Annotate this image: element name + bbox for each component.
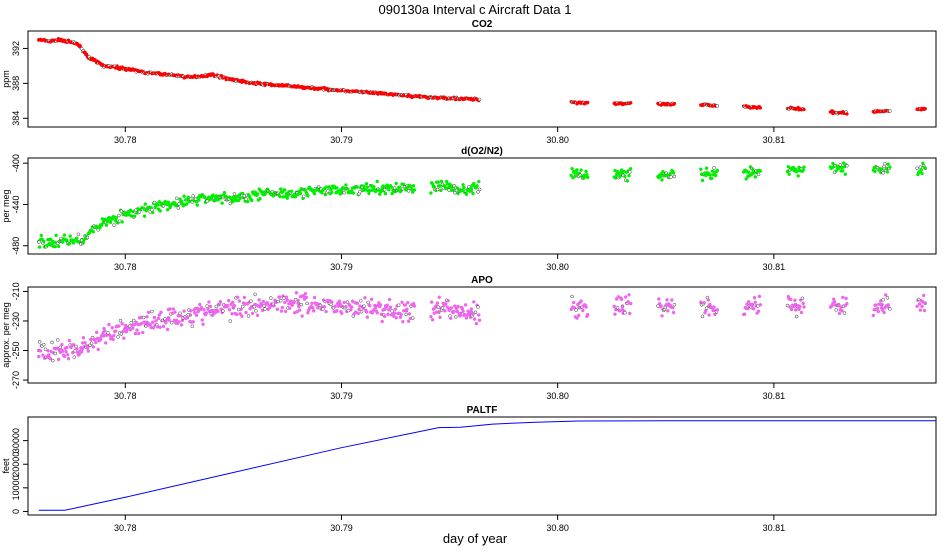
series-trace bbox=[37, 37, 926, 115]
x-tick-label: 30.78 bbox=[114, 262, 137, 272]
plot-frame bbox=[28, 417, 936, 515]
x-tick-label: 30.81 bbox=[763, 262, 786, 272]
panel-title: CO2 bbox=[472, 19, 493, 30]
x-tick-label: 30.78 bbox=[114, 135, 137, 145]
x-tick-label: 30.80 bbox=[546, 135, 569, 145]
x-tick-label: 30.78 bbox=[114, 523, 137, 533]
x-tick-label: 30.78 bbox=[114, 391, 137, 401]
x-tick-label: 30.81 bbox=[763, 523, 786, 533]
data-point bbox=[297, 302, 300, 305]
panel-3: APO approx. per meg 30.78 30.79 30.80 30.81 -2… bbox=[1, 275, 936, 401]
x-tick-label: 30.80 bbox=[546, 523, 569, 533]
panel-title: APO bbox=[471, 275, 493, 286]
series-trace bbox=[37, 162, 926, 249]
x-tick-label: 30.80 bbox=[546, 391, 569, 401]
y-tick-label: -230 bbox=[11, 312, 21, 330]
y-axis-label: approx. per meg bbox=[1, 302, 11, 368]
x-tick-label: 30.81 bbox=[763, 135, 786, 145]
x-axis-label: day of year bbox=[443, 531, 508, 546]
y-tick-label: -270 bbox=[11, 371, 21, 389]
series-trace bbox=[37, 291, 926, 362]
y-tick-label: 384 bbox=[11, 111, 21, 126]
panel-title: d(O2/N2) bbox=[461, 146, 503, 157]
panel-4: PALTF feet 30.78 30.79 30.80 30.81 0 1000020000… bbox=[1, 405, 936, 533]
y-axis-label: per meg bbox=[1, 189, 11, 222]
y-tick-label: -440 bbox=[11, 195, 21, 213]
chart-panels: CO2 ppm 30.78 30.79 30.80 30.81 384 388 392 d(O2/… bbox=[1, 19, 936, 533]
y-tick-label: -400 bbox=[11, 154, 21, 172]
y-tick-label: 0 bbox=[11, 509, 21, 514]
panel-title: PALTF bbox=[467, 405, 498, 416]
y-tick-label: 10000 bbox=[11, 475, 21, 500]
y-tick-label: -480 bbox=[11, 237, 21, 255]
y-axis-label: ppm bbox=[1, 70, 11, 88]
plot-frame bbox=[28, 31, 936, 127]
y-tick-label: 388 bbox=[11, 76, 21, 91]
y-tick-label: -250 bbox=[11, 341, 21, 359]
x-tick-label: 30.79 bbox=[330, 135, 353, 145]
x-tick-label: 30.79 bbox=[330, 391, 353, 401]
y-axis-label: feet bbox=[1, 458, 11, 474]
x-tick-label: 30.79 bbox=[330, 523, 353, 533]
x-tick-label: 30.80 bbox=[546, 262, 569, 272]
x-tick-label: 30.79 bbox=[330, 262, 353, 272]
y-tick-label: 392 bbox=[11, 41, 21, 56]
panel-2: d(O2/N2) per meg 30.78 30.79 30.80 30.81 -480 -… bbox=[1, 146, 936, 272]
y-tick-label: 30000 bbox=[11, 428, 21, 453]
figure-title: 090130a Interval c Aircraft Data 1 bbox=[379, 2, 572, 17]
x-tick-label: 30.81 bbox=[763, 391, 786, 401]
panel-1: CO2 ppm 30.78 30.79 30.80 30.81 384 388 392 bbox=[1, 19, 936, 145]
series-line bbox=[39, 421, 936, 511]
y-tick-label: -210 bbox=[11, 282, 21, 300]
data-point bbox=[621, 305, 624, 308]
y-tick-label: 20000 bbox=[11, 452, 21, 477]
